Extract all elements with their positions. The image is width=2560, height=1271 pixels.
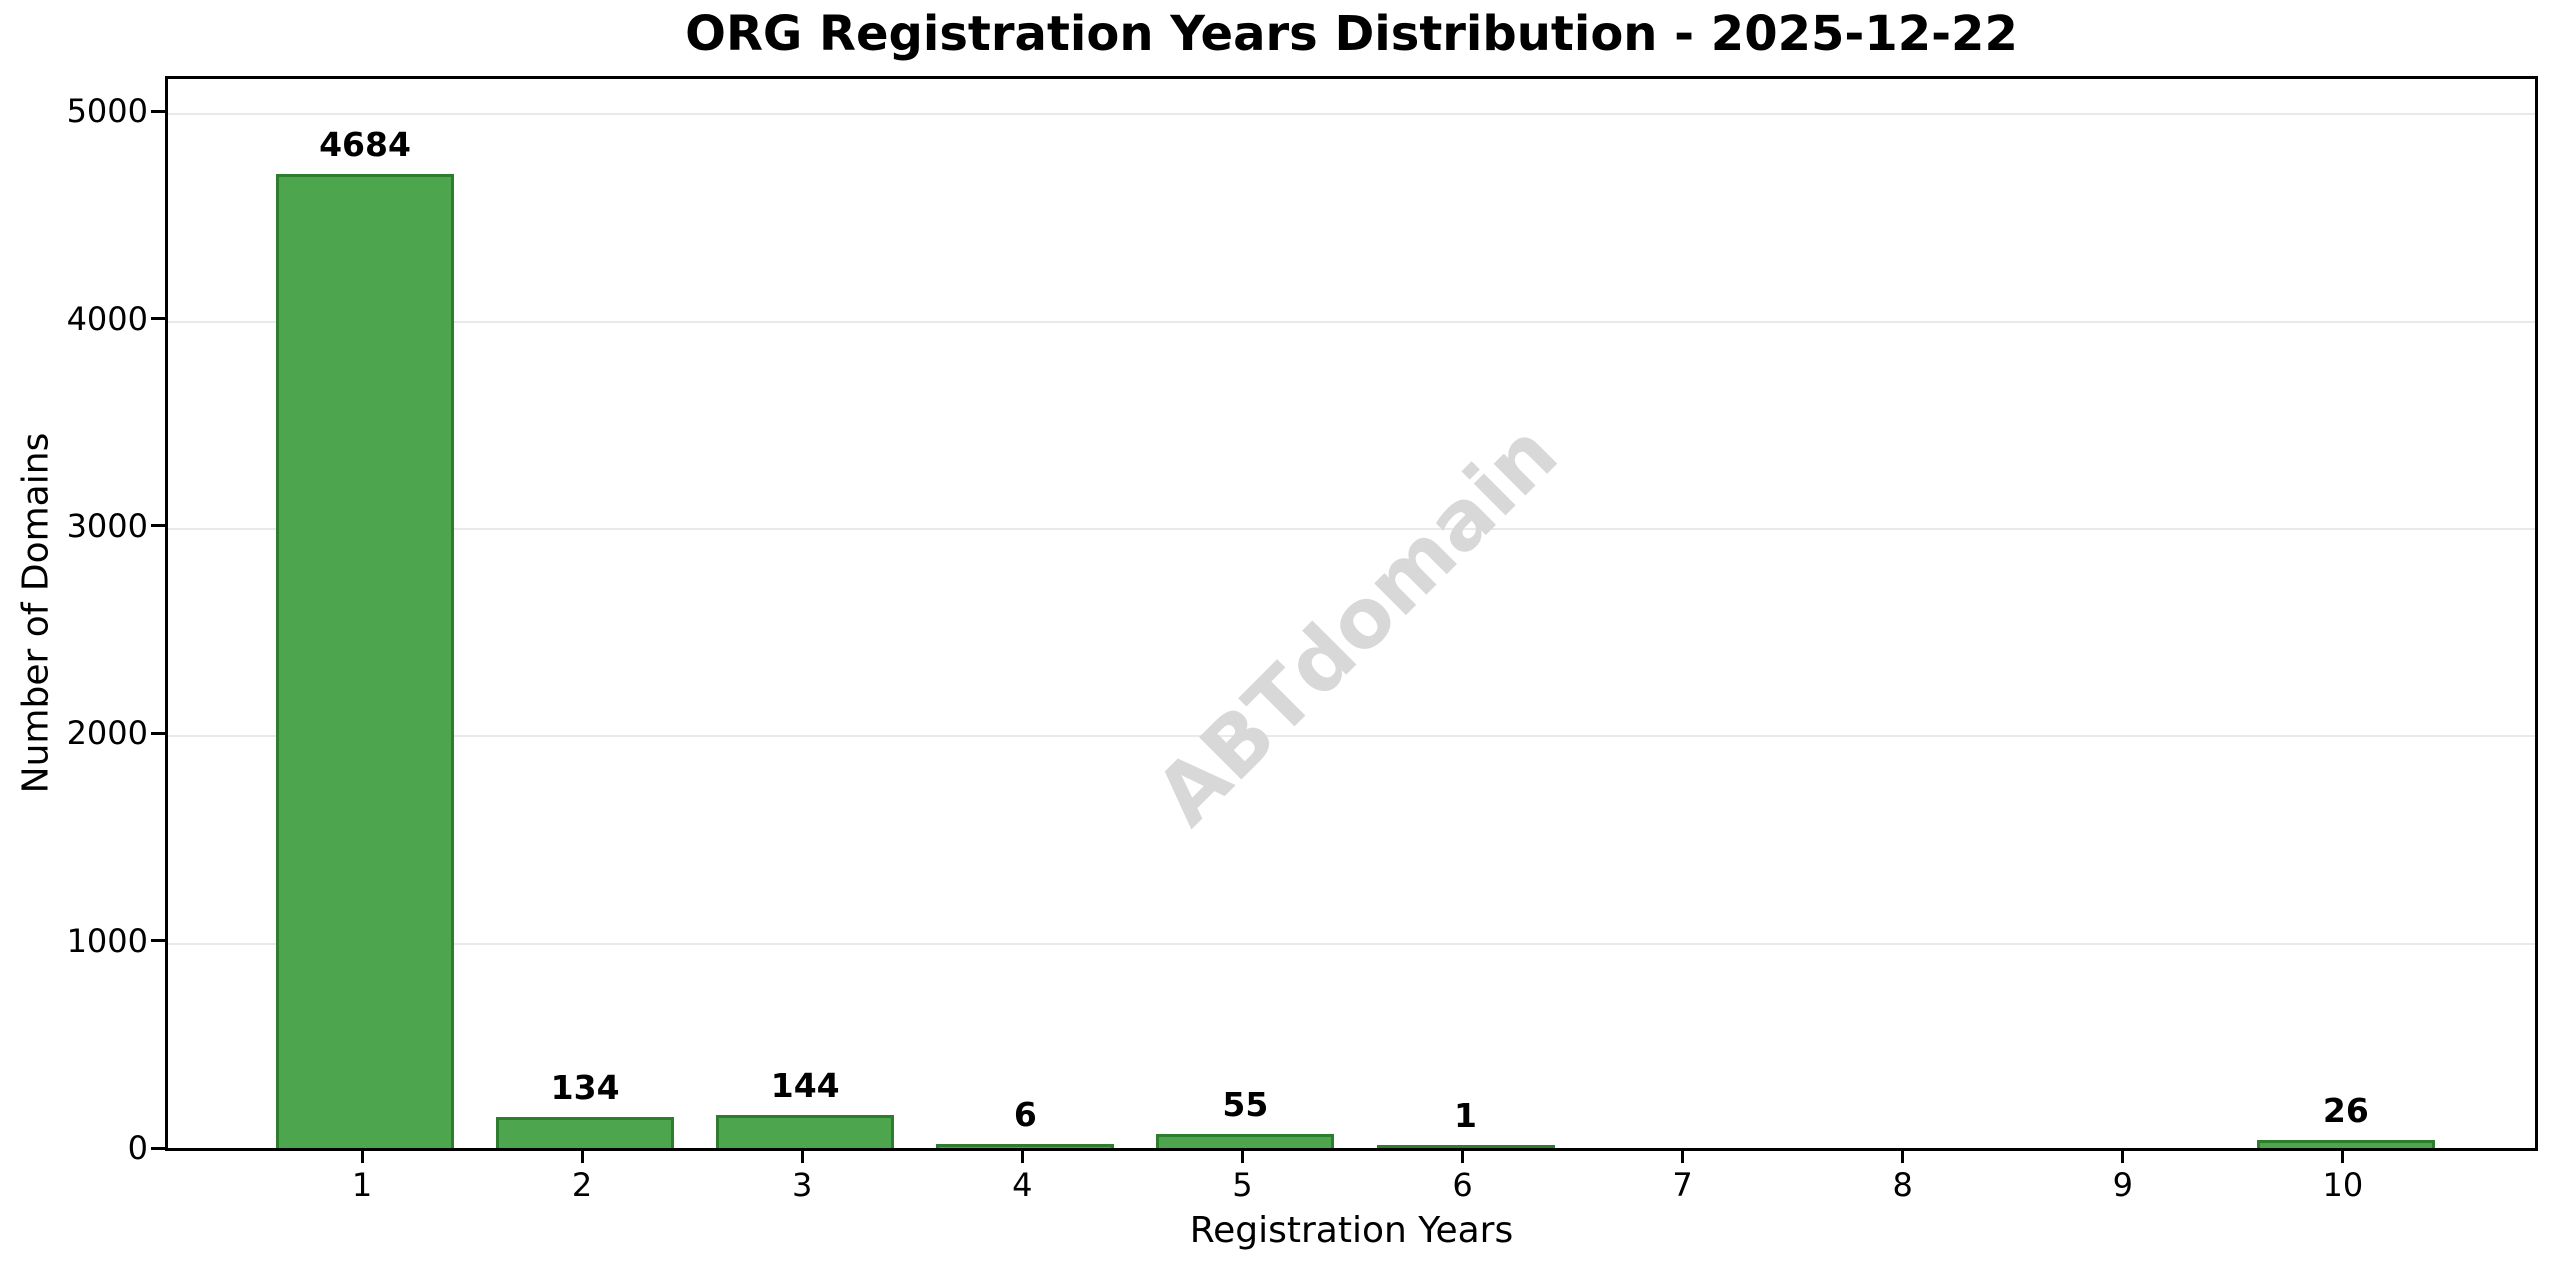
x-tick-label: 6 [1452,1166,1473,1204]
x-tick-label: 7 [1672,1166,1693,1204]
watermark: ABTdomain [1138,406,1576,844]
bar-value-label: 134 [550,1068,620,1108]
bar-value-label: 1 [1454,1095,1477,1135]
bar [1376,1144,1555,1148]
y-tick-label: 4000 [66,299,148,338]
y-tick-label: 3000 [66,506,148,545]
y-tick-mark [151,524,165,528]
x-tick-label: 8 [1892,1166,1913,1204]
y-tick-mark [151,109,165,113]
gridline [168,735,2535,738]
x-axis-title: Registration Years [1189,1210,1514,1251]
y-tick-label: 5000 [66,92,148,131]
x-tick-label: 9 [2112,1166,2133,1204]
y-tick-mark [151,1146,165,1150]
x-tick-mark [2341,1151,2345,1163]
y-tick-label: 2000 [66,714,148,753]
x-tick-mark [1901,1151,1905,1163]
bar [716,1115,895,1148]
x-tick-label: 5 [1232,1166,1253,1204]
bar-value-label: 4684 [319,124,411,164]
bar-value-label: 55 [1222,1084,1269,1124]
bar [276,173,454,1148]
y-tick-mark [151,939,165,943]
x-tick-label: 3 [792,1166,813,1204]
bar [2256,1139,2435,1148]
x-tick-mark [1681,1151,1685,1163]
y-tick-label: 0 [127,1129,148,1167]
x-tick-mark [1461,1151,1464,1163]
x-tick-label: 2 [571,1166,593,1204]
plot-area: ABTdomain 4684 134 144 6 55 1 26 [165,76,2538,1151]
y-axis-title: Number of Domains [15,432,57,794]
x-tick-label: 4 [1012,1166,1033,1204]
gridline [168,527,2535,530]
gridline [168,942,2535,945]
bar [496,1117,675,1148]
chart-title: ORG Registration Years Distribution - 20… [685,6,2018,62]
bar-value-label: 6 [1013,1094,1037,1134]
bar-value-label: 144 [770,1066,840,1106]
x-tick-label: 1 [351,1166,373,1204]
x-tick-mark [2121,1151,2125,1163]
gridline [168,113,2535,116]
bar [936,1143,1115,1148]
x-tick-mark [360,1151,364,1163]
y-tick-mark [151,317,165,320]
x-tick-label: 10 [2322,1166,2364,1204]
x-tick-mark [580,1151,584,1163]
y-tick-mark [151,731,165,735]
x-tick-mark [1240,1151,1244,1163]
x-tick-mark [1020,1151,1024,1163]
bar-value-label: 26 [2322,1090,2369,1130]
bar [1156,1133,1335,1148]
x-tick-mark [800,1151,804,1163]
gridline [168,320,2535,323]
y-tick-label: 1000 [66,921,148,960]
